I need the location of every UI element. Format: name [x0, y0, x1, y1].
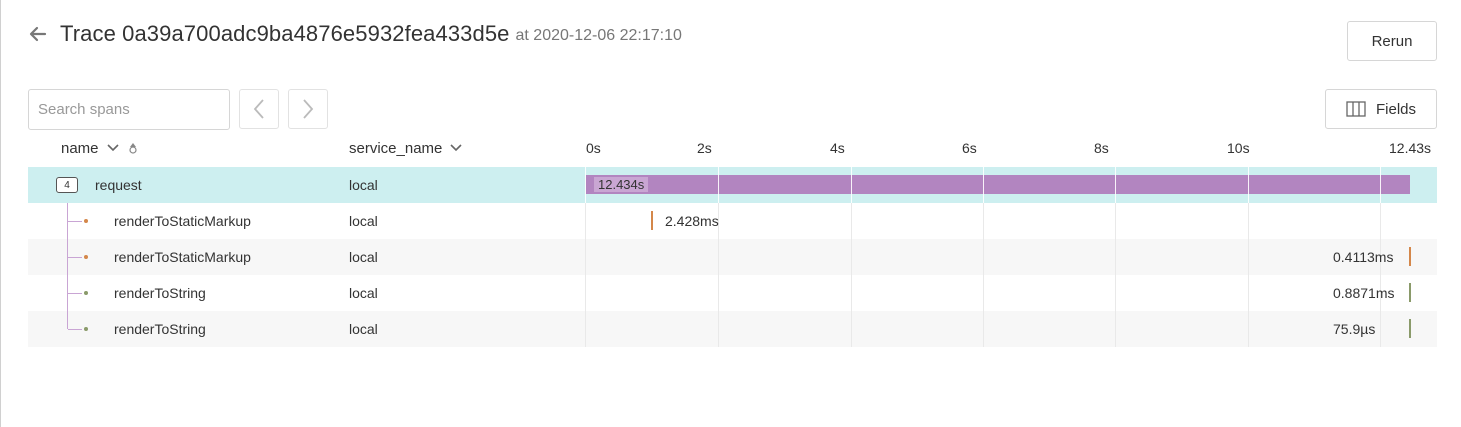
span-duration-label: 12.434s [594, 177, 649, 192]
span-service: local [349, 177, 378, 193]
tree-connector [68, 257, 82, 258]
previous-match-button[interactable] [239, 89, 279, 129]
column-service-label: service_name [349, 139, 443, 157]
span-bar[interactable] [586, 175, 1410, 194]
tree-connector [68, 329, 82, 330]
chevron-right-icon [303, 99, 314, 119]
timeline-tick: 0s [586, 140, 601, 156]
span-name: renderToString [114, 285, 206, 301]
columns-icon [1346, 101, 1366, 117]
chevron-down-icon[interactable] [106, 144, 119, 152]
sort-icon[interactable] [127, 142, 139, 154]
column-header-service-name[interactable]: service_name [349, 138, 462, 158]
span-bar[interactable] [651, 211, 653, 230]
span-name: renderToStaticMarkup [114, 249, 251, 265]
grid-line [585, 311, 586, 347]
grid-line [1380, 311, 1381, 347]
column-name-label: name [61, 139, 99, 157]
fields-button[interactable]: Fields [1325, 89, 1437, 129]
grid-line [983, 203, 984, 239]
search-spans-input[interactable] [28, 89, 230, 130]
grid-line [851, 275, 852, 311]
span-duration-label: 0.8871ms [1333, 285, 1395, 301]
span-dot-icon [84, 219, 88, 223]
grid-line [718, 167, 719, 203]
grid-line [585, 203, 586, 239]
span-row[interactable]: renderToStaticMarkup local 0.4113ms [28, 239, 1437, 275]
grid-line [983, 275, 984, 311]
arrow-left-icon[interactable] [28, 24, 48, 44]
span-name: renderToString [114, 321, 206, 337]
grid-line [1380, 167, 1381, 203]
grid-line [718, 239, 719, 275]
span-name: request [95, 177, 142, 193]
span-service: local [349, 249, 378, 265]
tree-connector [68, 221, 82, 222]
span-dot-icon [84, 291, 88, 295]
timeline-tick: 4s [830, 140, 845, 156]
column-header-name[interactable]: name [61, 138, 139, 158]
grid-line [1115, 203, 1116, 239]
child-count-badge[interactable]: 4 [56, 177, 78, 193]
fields-label: Fields [1375, 100, 1416, 118]
span-duration-label: 2.428ms [665, 213, 719, 229]
span-row-request[interactable]: 4 request local 12.434s [28, 167, 1437, 203]
window-edge [0, 0, 1, 427]
timeline-tick: 6s [962, 140, 977, 156]
grid-line [1248, 311, 1249, 347]
span-bar[interactable] [1409, 283, 1411, 302]
tree-connector [68, 293, 82, 294]
span-row[interactable]: renderToStaticMarkup local 2.428ms [28, 203, 1437, 239]
span-service: local [349, 285, 378, 301]
grid-line [585, 275, 586, 311]
grid-line [1115, 239, 1116, 275]
grid-line [851, 203, 852, 239]
span-row[interactable]: renderToString local 0.8871ms [28, 275, 1437, 311]
grid-line [718, 203, 719, 239]
grid-line [1248, 239, 1249, 275]
timeline-tick: 2s [697, 140, 712, 156]
span-name: renderToStaticMarkup [114, 213, 251, 229]
grid-line [983, 239, 984, 275]
grid-line [1115, 311, 1116, 347]
grid-line [1380, 275, 1381, 311]
grid-line [1380, 203, 1381, 239]
span-duration-label: 0.4113ms [1333, 249, 1394, 265]
grid-line [851, 167, 852, 203]
grid-line [1380, 239, 1381, 275]
timeline-tick: 10s [1227, 140, 1250, 156]
span-dot-icon [84, 255, 88, 259]
grid-line [718, 275, 719, 311]
span-duration-label: 75.9µs [1333, 321, 1376, 337]
grid-line [983, 167, 984, 203]
grid-line [1248, 167, 1249, 203]
timeline-tick: 12.43s [1389, 140, 1432, 156]
grid-line [1115, 275, 1116, 311]
grid-line [585, 239, 586, 275]
span-dot-icon [84, 327, 88, 331]
tree-connector [67, 203, 68, 329]
grid-line [585, 167, 586, 203]
rerun-button[interactable]: Rerun [1347, 21, 1437, 61]
span-service: local [349, 213, 378, 229]
span-bar[interactable] [1409, 319, 1411, 338]
chevron-left-icon [253, 99, 264, 119]
grid-line [1248, 275, 1249, 311]
next-match-button[interactable] [288, 89, 328, 129]
span-row[interactable]: renderToString local 75.9µs [28, 311, 1437, 347]
span-service: local [349, 321, 378, 337]
grid-line [1248, 203, 1249, 239]
grid-line [983, 311, 984, 347]
trace-header: Trace 0a39a700adc9ba4876e5932fea433d5e a… [28, 18, 682, 50]
page-title: Trace 0a39a700adc9ba4876e5932fea433d5e [60, 21, 510, 46]
timeline-tick: 8s [1094, 140, 1109, 156]
chevron-down-icon[interactable] [450, 144, 462, 152]
span-bar[interactable] [1409, 247, 1411, 266]
grid-line [718, 311, 719, 347]
grid-line [851, 311, 852, 347]
grid-line [851, 239, 852, 275]
trace-timestamp: at 2020-12-06 22:17:10 [515, 26, 682, 44]
grid-line [1115, 167, 1116, 203]
